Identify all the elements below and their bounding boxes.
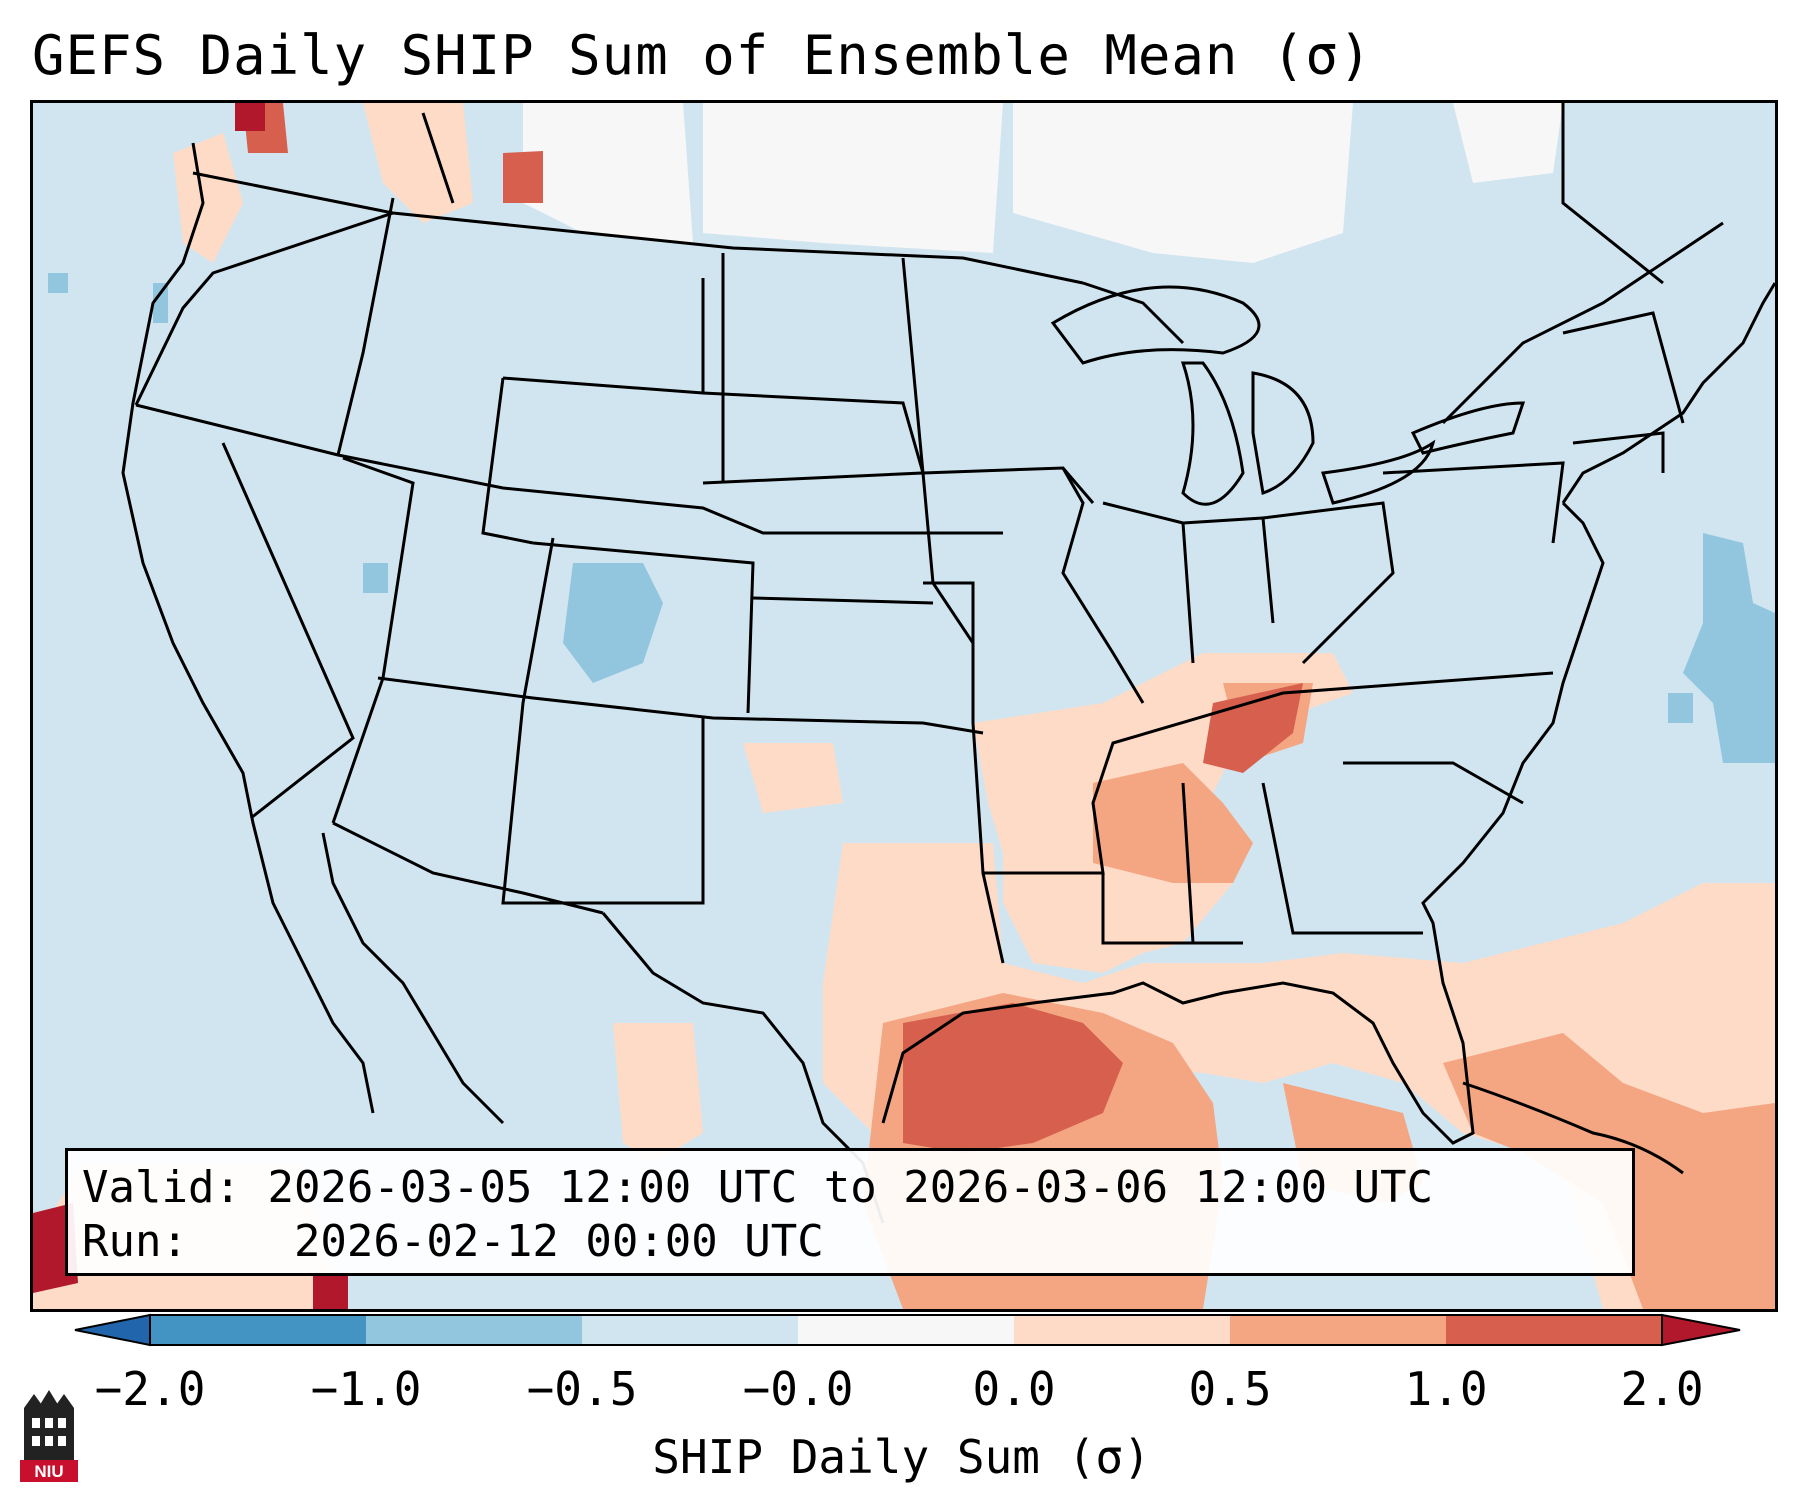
colorbar: [74, 1313, 1741, 1347]
colorbar-label: SHIP Daily Sum (σ): [652, 1430, 1151, 1484]
valid-time-range: 2026-03-05 12:00 UTC to 2026-03-06 12:00…: [267, 1162, 1434, 1213]
validity-info-box: Valid: 2026-03-05 12:00 UTC to 2026-03-0…: [65, 1148, 1635, 1276]
colorbar-over-arrow: [1661, 1313, 1741, 1347]
colorbar-tick-label: 0.5: [1188, 1362, 1272, 1416]
niu-logo-text: NIU: [34, 1462, 63, 1481]
colorbar-bin: [1014, 1315, 1230, 1345]
colorbar-bin: [150, 1315, 366, 1345]
colorbar-tick-label: 0.0: [972, 1362, 1056, 1416]
colorbar-tick-label: −0.0: [742, 1362, 854, 1416]
colorbar-under-arrow: [74, 1313, 151, 1347]
ship-anomaly-map: [33, 103, 1775, 1309]
valid-label: Valid:: [82, 1162, 241, 1213]
map-title: GEFS Daily SHIP Sum of Ensemble Mean (σ): [32, 24, 1373, 87]
colorbar-tick-label: −2.0: [94, 1362, 206, 1416]
colorbar-bin: [1446, 1315, 1662, 1345]
colorbar-tick-label: −1.0: [310, 1362, 422, 1416]
map-panel: [30, 100, 1778, 1312]
colorbar-bin: [798, 1315, 1014, 1345]
colorbar-bin: [366, 1315, 582, 1345]
run-time: 2026-02-12 00:00 UTC: [293, 1216, 824, 1267]
colorbar-bin: [582, 1315, 798, 1345]
colorbar-tick-label: 2.0: [1620, 1362, 1704, 1416]
colorbar-tick-label: 1.0: [1404, 1362, 1488, 1416]
colorbar-tick-label: −0.5: [526, 1362, 638, 1416]
strong-positive-anomaly: [243, 103, 1303, 1153]
moderate-negative-anomaly: [48, 273, 1775, 763]
colorbar-bin: [1230, 1315, 1446, 1345]
coastlines: [121, 142, 1775, 1224]
national-borders: [332, 103, 1724, 915]
run-label: Run:: [82, 1216, 188, 1267]
niu-building-logo-icon: NIU: [20, 1390, 78, 1482]
state-borders: [134, 171, 1685, 964]
near-zero-regions: [523, 103, 1563, 263]
